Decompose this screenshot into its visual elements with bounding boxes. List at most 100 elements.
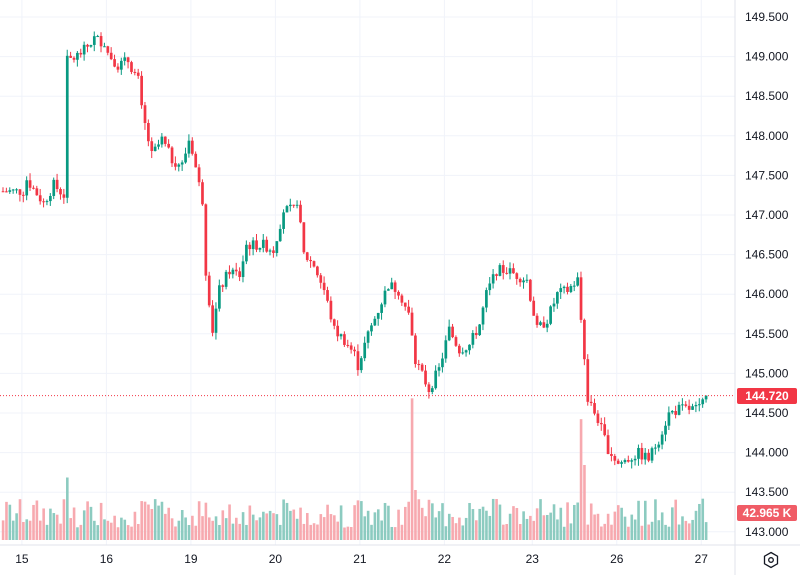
volume-bar — [49, 508, 52, 540]
volume-bar — [505, 524, 509, 540]
price-tick-label: 144.000 — [745, 446, 789, 460]
volume-bar — [184, 517, 187, 540]
candle-down — [336, 325, 340, 337]
candle-down — [414, 335, 417, 365]
candle-down — [316, 266, 319, 276]
candle-down — [579, 277, 583, 320]
candle-down — [532, 300, 536, 316]
volume-bar — [400, 524, 404, 540]
candle-up — [667, 412, 671, 426]
candle-down — [329, 300, 333, 320]
candle-down — [674, 410, 678, 415]
volume-bar — [187, 525, 191, 540]
candle-up — [289, 204, 292, 207]
candle-up — [697, 404, 701, 406]
candle-down — [255, 240, 258, 250]
price-tick-label: 144.500 — [745, 406, 789, 420]
volume-bar — [633, 519, 637, 540]
price-tick-label: 146.000 — [745, 287, 789, 301]
candle-down — [599, 422, 603, 425]
candle-up — [103, 46, 106, 48]
volume-bar — [79, 524, 83, 540]
volume-bar — [481, 506, 485, 540]
candle-down — [566, 286, 569, 292]
candle-up — [522, 280, 525, 283]
candle-down — [535, 315, 539, 325]
volume-bar — [583, 465, 586, 540]
volume-bar — [262, 511, 265, 540]
last-volume-label: 42.965 K — [737, 505, 797, 521]
last-price-label: 144.720 — [737, 388, 797, 404]
candle-up — [630, 460, 634, 462]
settings-hexagon-icon[interactable] — [762, 551, 780, 569]
volume-bar — [258, 517, 262, 540]
candle-up — [184, 153, 187, 163]
candle-up — [275, 241, 279, 254]
volume-bar — [96, 525, 100, 540]
price-tick-label: 145.000 — [745, 366, 789, 380]
volume-bar — [140, 501, 143, 540]
candle-up — [478, 324, 481, 336]
candle-up — [295, 204, 299, 206]
volume-bar — [336, 521, 340, 540]
candle-up — [525, 279, 529, 281]
volume-bar — [346, 526, 350, 540]
volume-bar — [576, 502, 579, 540]
volume-bar — [157, 505, 160, 540]
candle-up — [670, 410, 674, 413]
volume-bar — [515, 507, 519, 540]
candle-down — [596, 413, 600, 423]
candle-up — [245, 244, 248, 262]
volume-bar — [420, 507, 424, 540]
candle-up — [8, 190, 12, 192]
volume-bar — [265, 513, 269, 540]
volume-bar — [116, 527, 120, 540]
volume-bar — [556, 519, 559, 540]
volume-bar — [207, 517, 211, 540]
volume-bar — [42, 508, 45, 540]
time-tick-label: 15 — [15, 552, 29, 566]
candle-up — [485, 290, 488, 308]
candle-down — [603, 424, 607, 436]
candle-down — [593, 403, 596, 414]
candle-up — [562, 286, 566, 289]
volume-bar — [451, 516, 454, 540]
volume-bar — [488, 515, 492, 540]
volume-bar — [235, 517, 238, 540]
volume-bar — [295, 518, 299, 540]
candle-up — [120, 60, 123, 70]
volume-bar — [285, 502, 289, 540]
candle-down — [613, 455, 617, 461]
candle-up — [637, 447, 640, 459]
candle-up — [471, 332, 475, 345]
volume-bar — [681, 516, 684, 540]
volume-bar — [302, 523, 306, 540]
price-tick-label: 149.000 — [745, 50, 789, 64]
candle-down — [356, 351, 360, 371]
time-tick-label: 19 — [184, 552, 198, 566]
volume-bar — [566, 502, 569, 540]
volume-bar — [620, 507, 623, 540]
candle-down — [238, 271, 241, 278]
candle-up — [643, 452, 647, 460]
candle-down — [143, 105, 147, 124]
volume-bar — [373, 512, 377, 540]
candle-down — [495, 274, 498, 276]
volume-bar — [606, 513, 610, 540]
volume-bar — [366, 510, 370, 540]
candle-up — [52, 179, 56, 196]
volume-bar — [82, 510, 86, 540]
candle-down — [174, 163, 177, 167]
candle-up — [434, 370, 438, 389]
time-tick-label: 27 — [695, 552, 709, 566]
candle-down — [133, 71, 137, 73]
candle-down — [163, 136, 167, 144]
price-tick-label: 148.500 — [745, 89, 789, 103]
candle-down — [292, 204, 296, 206]
volume-bar — [495, 499, 498, 540]
volume-bar — [245, 524, 248, 540]
candle-down — [42, 201, 45, 203]
volume-bar — [390, 526, 394, 540]
volume-bar — [593, 514, 596, 540]
